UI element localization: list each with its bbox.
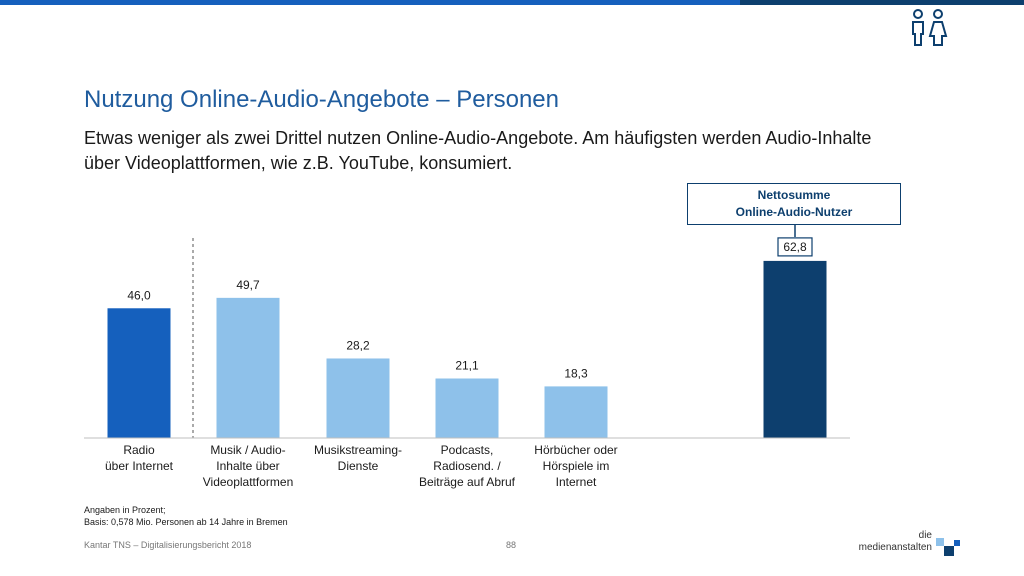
page-number: 88	[506, 540, 517, 550]
bar-value-label-5: 62,8	[783, 240, 807, 254]
footnote: Angaben in Prozent; Basis: 0,578 Mio. Pe…	[84, 504, 288, 528]
footnote-line2: Basis: 0,578 Mio. Personen ab 14 Jahre i…	[84, 517, 288, 527]
category-label-4-0: Hörbücher oder	[534, 443, 617, 457]
category-label-1-0: Musik / Audio-	[210, 443, 285, 457]
top-accent-bar-secondary	[740, 0, 1024, 5]
logo-square-mid	[954, 540, 960, 546]
bar-3	[435, 378, 499, 438]
footer-source: Kantar TNS – Digitalisierungsbericht 201…	[84, 540, 252, 550]
bar-4	[544, 386, 608, 438]
category-label-2-0: Musikstreaming-	[314, 443, 402, 457]
category-label-1-1: Inhalte über	[216, 459, 279, 473]
category-label-3-1: Radiosend. /	[433, 459, 501, 473]
persons-icon	[912, 9, 948, 46]
category-label-4-1: Hörspiele im	[543, 459, 610, 473]
category-label-3-0: Podcasts,	[441, 443, 494, 457]
net-total-callout-line2: Online-Audio-Nutzer	[735, 205, 853, 219]
category-label-3-2: Beiträge auf Abruf	[419, 475, 516, 489]
bar-value-label-2: 28,2	[346, 338, 370, 352]
category-label-1-2: Videoplattformen	[203, 475, 294, 489]
bar-0	[107, 308, 171, 438]
medienanstalten-logo: die medienanstalten	[836, 530, 962, 562]
bar-value-label-3: 21,1	[455, 358, 479, 372]
logo-square-dark	[944, 546, 954, 556]
bar-value-label-0: 46,0	[127, 288, 151, 302]
top-accent-bar-primary	[0, 0, 740, 5]
bar-value-label-4: 18,3	[564, 366, 588, 380]
logo-square-light	[936, 538, 944, 546]
logo-text-line2: medienanstalten	[858, 542, 932, 553]
page-title: Nutzung Online-Audio-Angebote – Personen	[84, 86, 559, 113]
logo-text: die medienanstalten	[859, 530, 932, 554]
category-label-4-2: Internet	[556, 475, 597, 489]
net-total-callout-line1: Nettosumme	[757, 188, 831, 202]
bar-5	[763, 260, 827, 438]
bar-value-box-5	[777, 237, 813, 257]
top-accent-bar	[0, 0, 1024, 5]
bar-1	[216, 297, 280, 438]
footnote-line1: Angaben in Prozent;	[84, 505, 166, 515]
bar-2	[326, 358, 390, 438]
bar-value-label-1: 49,7	[236, 278, 260, 292]
net-total-callout: Nettosumme Online-Audio-Nutzer	[687, 183, 901, 225]
category-label-0-0: Radio	[123, 443, 155, 457]
category-label-0-1: über Internet	[105, 459, 174, 473]
page-subtitle: Etwas weniger als zwei Drittel nutzen On…	[84, 128, 872, 173]
category-label-2-1: Dienste	[338, 459, 379, 473]
logo-text-line1: die	[918, 530, 932, 541]
